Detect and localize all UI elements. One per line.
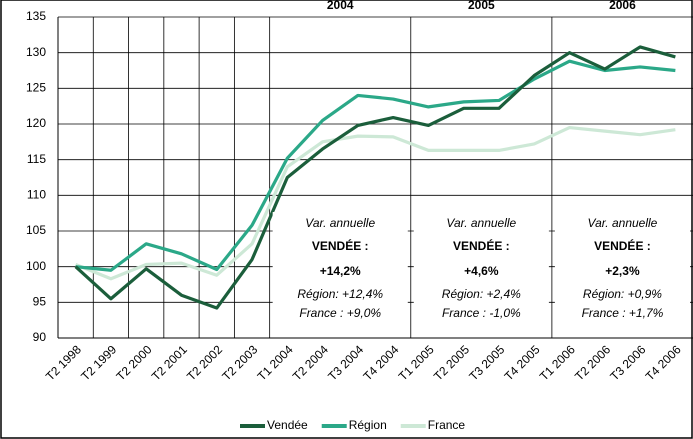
annotation-france: France : +1,7% [582, 306, 664, 320]
x-tick-label: T2 2004 [290, 342, 331, 383]
x-tick-label: T2 1999 [78, 342, 119, 383]
x-tick-label: T4 2005 [502, 342, 543, 383]
x-tick-label: T2 1998 [43, 342, 84, 383]
annotation-box [272, 212, 408, 324]
y-tick-label: 130 [26, 45, 46, 59]
x-tick-label: T2 2003 [219, 342, 260, 383]
annotation-box [554, 212, 690, 324]
x-tick-label: T3 2006 [607, 342, 648, 383]
y-tick-label: 110 [27, 188, 46, 202]
year-header: 2006 [609, 0, 636, 12]
y-tick-label: 105 [26, 223, 46, 237]
y-tick-label: 115 [27, 152, 46, 166]
annotation-title: Var. annuelle [446, 216, 516, 230]
legend-label: Région [349, 418, 387, 432]
x-tick-label: T4 2004 [360, 342, 401, 383]
annotation-region: Région: +0,9% [583, 287, 662, 301]
series-line [74, 45, 676, 310]
annotation-region: Région: +12,4% [297, 287, 383, 301]
y-tick-label: 95 [33, 295, 47, 309]
annotation-value: +2,3% [605, 264, 640, 278]
y-tick-label: 120 [26, 116, 46, 130]
annotation-region: Région: +2,4% [442, 287, 521, 301]
y-tick-label: 125 [26, 81, 46, 95]
annotation-title: Var. annuelle [305, 216, 375, 230]
x-tick-label: T2 2002 [184, 342, 225, 383]
x-tick-label: T1 2006 [537, 342, 578, 383]
year-header: 2004 [327, 0, 354, 12]
x-tick-label: T2 2005 [431, 342, 472, 383]
annotation-label: VENDÉE : [312, 238, 369, 253]
annotation-box [413, 212, 549, 324]
legend-label: France [428, 418, 466, 432]
x-tick-label: T4 2006 [643, 342, 684, 383]
legend-label: Vendée [267, 418, 308, 432]
x-tick-label: T2 2001 [149, 342, 190, 383]
annotation-label: VENDÉE : [594, 238, 651, 253]
series-line [75, 125, 676, 281]
series-line [75, 59, 676, 272]
y-tick-label: 100 [26, 259, 46, 273]
year-header: 2005 [468, 0, 495, 12]
x-tick-label: T1 2004 [255, 342, 296, 383]
annotation-title: Var. annuelle [588, 216, 658, 230]
annotation-france: France : -1,0% [442, 306, 521, 320]
x-tick-label: T3 2005 [466, 342, 507, 383]
x-tick-label: T2 2006 [572, 342, 613, 383]
x-tick-label: T3 2004 [325, 342, 366, 383]
annotation-france: France : +9,0% [299, 306, 381, 320]
x-tick-label: T1 2005 [396, 342, 437, 383]
annotation-value: +14,2% [320, 264, 361, 278]
y-tick-label: 135 [26, 9, 46, 23]
annotation-label: VENDÉE : [453, 238, 510, 253]
y-tick-label: 90 [33, 330, 47, 344]
annotation-value: +4,6% [464, 264, 499, 278]
x-tick-label: T2 2000 [114, 342, 155, 383]
